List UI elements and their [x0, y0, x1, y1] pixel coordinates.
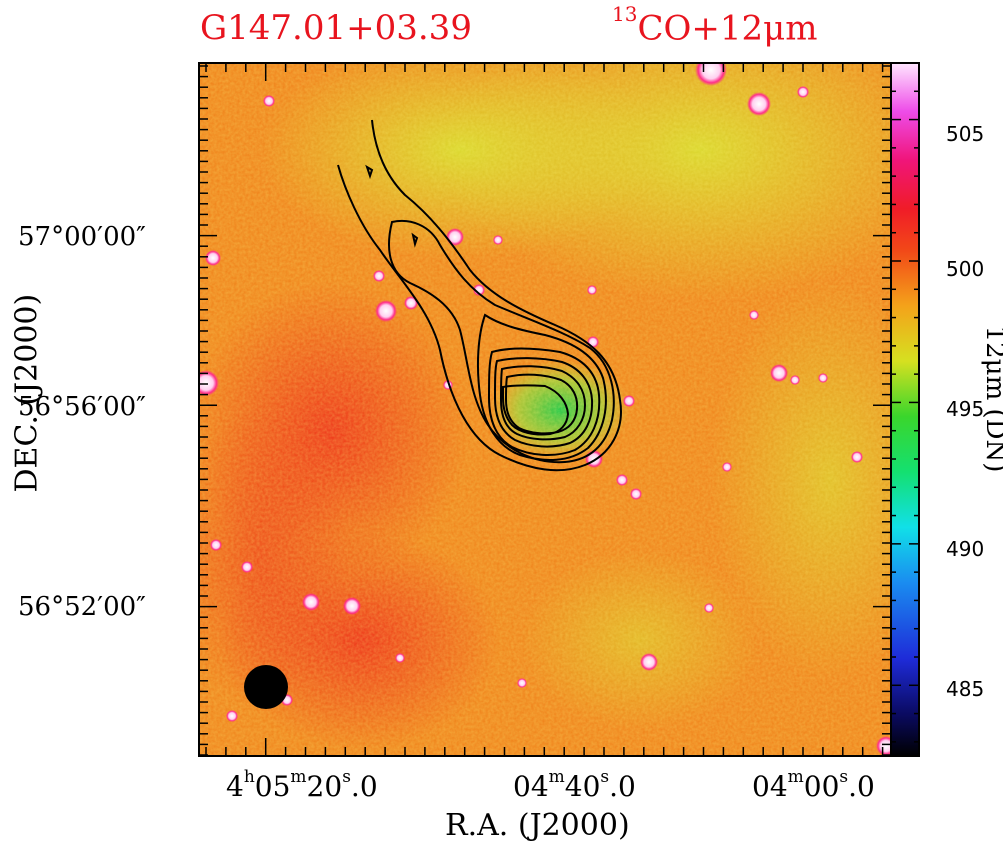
xtick-label-3: 04m00s.0 — [752, 766, 875, 803]
colorbar-label: 12μm (DN) — [980, 325, 1003, 473]
axis-ticks — [199, 63, 891, 756]
chart-title-tracer: 13CO+12μm — [612, 2, 818, 49]
chart-title-source: G147.01+03.39 — [200, 8, 472, 48]
ytick-label-3: 56°52′00″ — [18, 592, 146, 622]
contour-island-1 — [365, 164, 374, 180]
xtick-label-2: 04m40s.0 — [513, 766, 636, 803]
ytick-label-2: 56°56′00″ — [18, 392, 146, 422]
colorbar-tick-505: 505 — [946, 122, 985, 146]
colorbar — [890, 62, 920, 757]
contour-level-5 — [493, 357, 594, 448]
colorbar-tick-500: 500 — [946, 257, 985, 281]
contour-level-8 — [502, 384, 570, 436]
y-axis-label: DEC. (J2000) — [9, 293, 45, 493]
contour-level-1 — [337, 119, 622, 472]
co-contours — [337, 119, 622, 472]
title-tracer-text: CO+12μm — [637, 8, 818, 49]
title-isotope-superscript: 13 — [612, 2, 638, 26]
contour-level-2 — [388, 220, 615, 464]
colorbar-tick-490: 490 — [946, 537, 985, 561]
colorbar-tick-495: 495 — [946, 397, 985, 421]
xtick-label-1: 4h05m20s.0 — [226, 766, 378, 803]
contour-level-3 — [476, 313, 607, 461]
intensity-map — [199, 63, 891, 756]
contour-island-2 — [411, 232, 419, 248]
colorbar-tick-485: 485 — [946, 677, 985, 701]
ytick-label-1: 57°00′00″ — [18, 222, 146, 252]
x-axis-label: R.A. (J2000) — [445, 808, 630, 843]
contour-level-6 — [499, 365, 587, 441]
contour-level-4 — [487, 347, 601, 457]
beam-ellipse — [244, 665, 288, 709]
